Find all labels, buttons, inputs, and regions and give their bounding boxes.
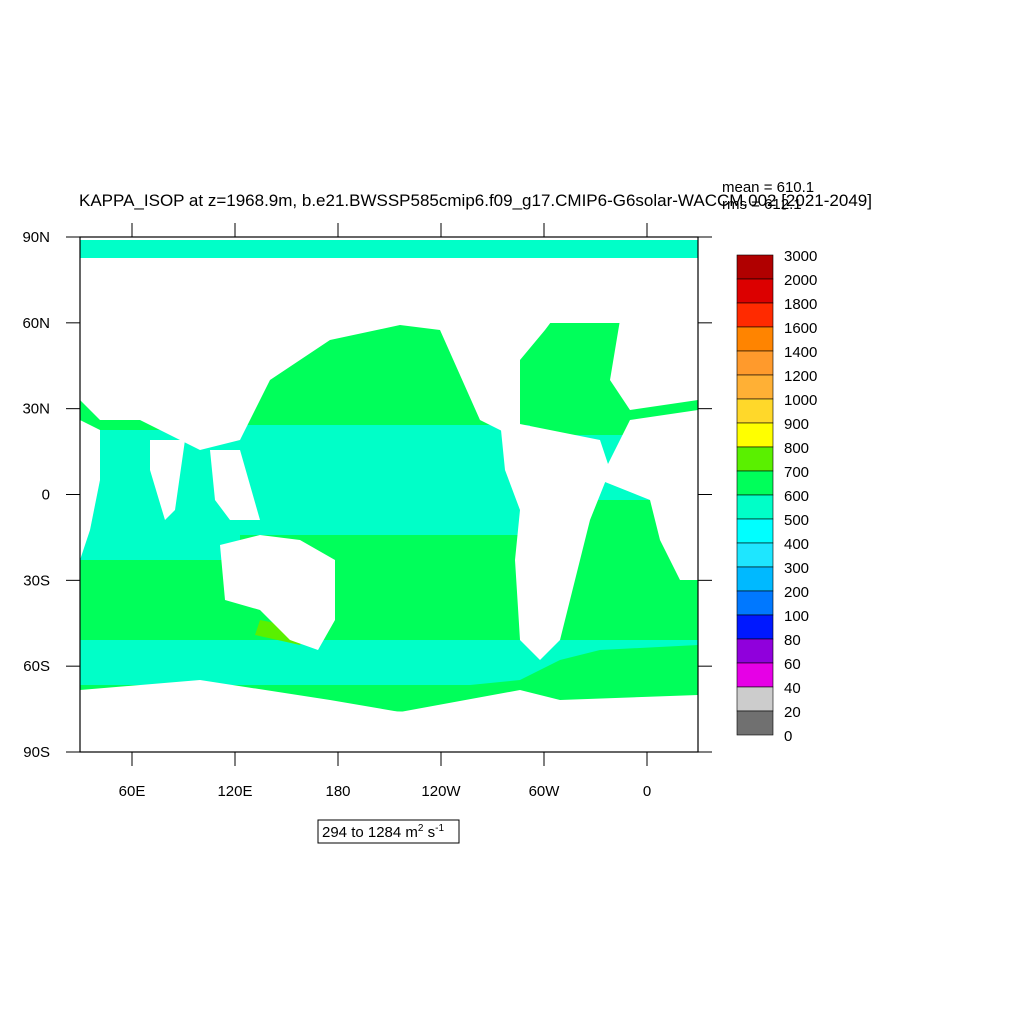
colorbar-label: 3000: [784, 248, 817, 265]
colorbar-box: [736, 398, 774, 424]
colorbar-label: 700: [784, 464, 809, 481]
colorbar-label: 80: [784, 632, 801, 649]
lon-axis: 60E 120E 180 120W 60W 0: [119, 223, 651, 800]
colorbar: 3000200018001600140012001000900800700600…: [736, 248, 817, 745]
lat-label: 60S: [23, 658, 50, 675]
lat-label: 30N: [22, 401, 50, 418]
colorbar-label: 300: [784, 560, 809, 577]
range-text: 294 to 1284 m: [322, 824, 418, 841]
colorbar-label: 0: [784, 728, 792, 745]
lat-axis: 90N 60N 30N 0 30S 60S 90S: [22, 229, 712, 761]
colorbar-label: 1000: [784, 392, 817, 409]
colorbar-box: [736, 662, 774, 688]
range-sup: 2: [418, 823, 424, 834]
colorbar-box: [736, 350, 774, 376]
colorbar-box: [736, 374, 774, 400]
colorbar-box: [736, 542, 774, 568]
colorbar-box: [736, 326, 774, 352]
colorbar-label: 100: [784, 608, 809, 625]
lat-label: 90N: [22, 229, 50, 246]
lat-label: 30S: [23, 572, 50, 589]
colorbar-label: 900: [784, 416, 809, 433]
colorbar-label: 400: [784, 536, 809, 553]
colorbar-box: [736, 518, 774, 544]
range-label: 294 to 1284 m2 s-1: [322, 823, 444, 841]
colorbar-box: [736, 566, 774, 592]
colorbar-box: [736, 614, 774, 640]
map-field: [80, 237, 698, 752]
colorbar-box: [736, 686, 774, 712]
lon-label: 60E: [119, 783, 146, 800]
lon-label: 180: [325, 783, 350, 800]
colorbar-box: [736, 590, 774, 616]
colorbar-label: 200: [784, 584, 809, 601]
colorbar-box: [736, 254, 774, 280]
colorbar-box: [736, 470, 774, 496]
colorbar-box: [736, 302, 774, 328]
colorbar-box: [736, 422, 774, 448]
colorbar-label: 1200: [784, 368, 817, 385]
colorbar-box: [736, 446, 774, 472]
colorbar-box: [736, 710, 774, 736]
colorbar-label: 40: [784, 680, 801, 697]
lat-label: 0: [42, 487, 50, 504]
colorbar-box: [736, 278, 774, 304]
range-sup: -1: [435, 823, 444, 834]
lon-label: 120E: [217, 783, 252, 800]
colorbar-label: 600: [784, 488, 809, 505]
lon-label: 0: [643, 783, 651, 800]
lon-label: 120W: [421, 783, 461, 800]
colorbar-box: [736, 638, 774, 664]
mean-stat: mean = 610.1: [722, 179, 814, 196]
rms-stat: rms = 612.1: [722, 196, 802, 213]
colorbar-label: 1600: [784, 320, 817, 337]
colorbar-box: [736, 494, 774, 520]
lat-label: 90S: [23, 744, 50, 761]
colorbar-label: 1800: [784, 296, 817, 313]
range-box: [317, 819, 460, 844]
colorbar-label: 500: [784, 512, 809, 529]
colorbar-label: 20: [784, 704, 801, 721]
colorbar-label: 800: [784, 440, 809, 457]
colorbar-label: 2000: [784, 272, 817, 289]
colorbar-label: 1400: [784, 344, 817, 361]
title: KAPPA_ISOP at z=1968.9m, b.e21.BWSSP585c…: [79, 191, 872, 210]
lon-label: 60W: [529, 783, 561, 800]
colorbar-label: 60: [784, 656, 801, 673]
lat-label: 60N: [22, 315, 50, 332]
range-text: s: [423, 824, 435, 841]
